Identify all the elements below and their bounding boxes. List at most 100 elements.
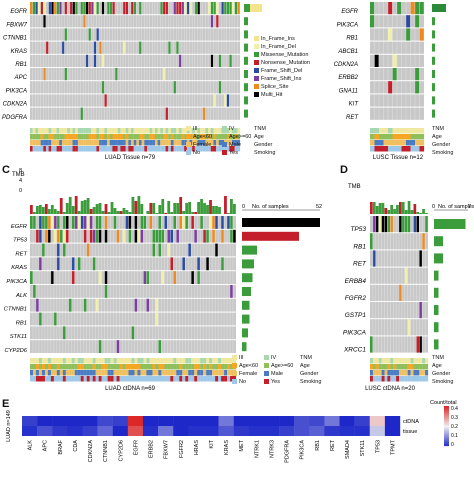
clinical-cell [370, 140, 375, 146]
clinical-cell [393, 370, 397, 376]
mutation-cell [41, 243, 45, 257]
clinical-cell [86, 370, 90, 376]
clinical-cell [381, 358, 385, 364]
mutation-cell [51, 2, 54, 15]
tmb-bar [218, 207, 221, 214]
legend-frame-shift-ins: Frame_Shift_Ins [261, 76, 302, 82]
clinical-cell [152, 146, 156, 152]
clinical-cell [104, 376, 108, 382]
heatmap-cell [339, 426, 355, 436]
scale-step [444, 411, 449, 413]
scale-step [444, 442, 449, 444]
clinical-cell [229, 128, 233, 134]
tmb-bar [384, 208, 388, 214]
tmb-bar [119, 211, 123, 214]
clinical-cell [80, 128, 84, 134]
legend-c-female: Female [239, 371, 258, 377]
heatmap-cell [263, 416, 280, 426]
clinical-cell [200, 358, 204, 364]
mutation-cell [406, 28, 411, 41]
heatmap-row-label: ctDNA [403, 419, 419, 425]
clinical-cell [232, 134, 235, 140]
clinical-cell [390, 376, 394, 382]
clinical-cell [53, 146, 57, 152]
gene-row-bg [30, 229, 236, 243]
clinical-cell [131, 140, 134, 146]
tmb-bar [146, 211, 150, 214]
clinical-cell [112, 134, 116, 140]
panel-a-caption: LUAD Tissue n=79 [105, 155, 156, 161]
clinical-cell [149, 128, 153, 134]
gene-label: EGFR [10, 9, 27, 15]
clinical-cell [77, 140, 81, 146]
clinical-cell [96, 146, 100, 152]
clinical-cell [168, 146, 171, 152]
mutation-cell [221, 229, 224, 243]
mutation-cell [399, 216, 402, 233]
clinical-cell [45, 140, 49, 146]
clinical-cell [419, 376, 423, 382]
clinical-cell [401, 358, 405, 364]
mutation-cell [208, 2, 211, 15]
clinical-cell [158, 364, 162, 370]
mutation-cell [101, 2, 105, 15]
clinical-cell [40, 128, 44, 134]
mutation-cell [370, 2, 375, 15]
clinical-cell [122, 376, 126, 382]
clinical-cell [152, 358, 156, 364]
clinical-cell [120, 140, 124, 146]
clinical-cell [205, 134, 209, 140]
clinical-cell [216, 134, 219, 140]
clinical-cell [399, 370, 402, 376]
clinical-cell [227, 364, 231, 370]
mutation-cell [53, 229, 57, 243]
scale-step [444, 420, 449, 422]
clinical-cell [185, 358, 189, 364]
clinical-cell [116, 358, 120, 364]
freq-bar [244, 83, 248, 92]
mutation-cell [378, 216, 382, 233]
panel-c: TMB 8 4 0 EGFR TP53 RET KRAS PIK3CA ALK CTNNB1 RB1 S… [0, 164, 330, 392]
clinical-cell [184, 146, 187, 152]
mutation-cell [155, 298, 159, 312]
heatmap-gene-label: RET [330, 439, 336, 451]
mutation-cell [165, 107, 168, 120]
mutation-cell [216, 2, 219, 15]
clinical-cell [56, 146, 60, 152]
clinical-cell [415, 140, 420, 146]
clinical-cell [164, 376, 168, 382]
mutation-cell [178, 2, 182, 15]
clinical-cell [125, 376, 129, 382]
clinical-cell [176, 364, 180, 370]
clinical-cell [51, 128, 55, 134]
clinical-cell [69, 134, 73, 140]
gene-label: PIK3CA [337, 22, 358, 28]
clinical-cell [74, 364, 78, 370]
freq-bar [434, 339, 439, 350]
clinical-cell [178, 146, 182, 152]
clinical-cell [184, 128, 187, 134]
clinical-cell [413, 370, 417, 376]
clinical-cell [74, 358, 78, 364]
heatmap-cell [279, 416, 295, 426]
scale-tick: 0.4 [451, 406, 458, 412]
clinical-cell [77, 134, 81, 140]
clinical-cell [392, 140, 398, 146]
clinical-cell [41, 376, 46, 382]
clinical-cell [144, 128, 148, 134]
clinical-cell [56, 128, 60, 134]
mutation-cell [115, 68, 118, 81]
panel-b-caption: LUSC Tissue n=12 [373, 155, 424, 161]
mutation-cell [93, 54, 97, 67]
mutation-cell [170, 229, 174, 243]
clinical-cell [95, 370, 99, 376]
clinical-cell [194, 146, 198, 152]
heatmap-gene-label: CDKN2A [88, 440, 94, 463]
mutation-cell [182, 216, 185, 229]
clinical-cell [152, 128, 156, 134]
legend-c-row-tnm: TNM [300, 355, 312, 361]
clinical-cell [61, 128, 65, 134]
clinical-cell [146, 140, 150, 146]
mutation-cell [75, 2, 78, 15]
clinical-cell [80, 134, 84, 140]
